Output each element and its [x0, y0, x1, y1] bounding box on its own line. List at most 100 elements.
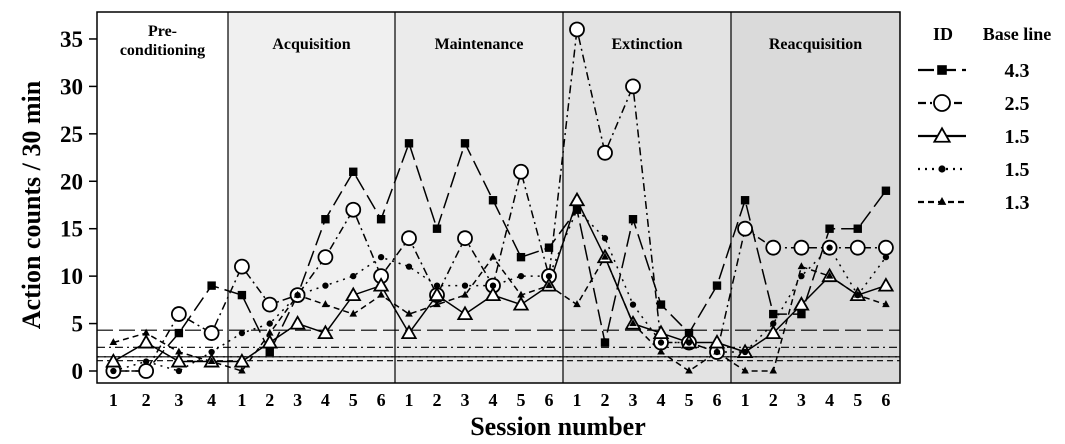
- marker-filled-triangle: [377, 290, 385, 298]
- phase-title: conditioning: [120, 42, 205, 59]
- series-markers: [105, 21, 895, 379]
- phase-background: [228, 12, 395, 383]
- marker-filled-triangle: [238, 366, 246, 374]
- x-tick-label: 3: [797, 390, 806, 410]
- x-tick-label: 5: [853, 390, 862, 410]
- x-tick-label: 1: [573, 390, 582, 410]
- phase-background: [731, 12, 900, 383]
- marker-filled-triangle: [109, 338, 118, 346]
- marker-open-circle: [878, 239, 894, 256]
- marker-filled-triangle: [629, 319, 637, 327]
- x-tick-label: 4: [657, 390, 666, 410]
- y-tick-label: 25: [60, 122, 83, 147]
- marker-open-circle: [737, 220, 753, 237]
- marker-filled-triangle: [321, 300, 330, 308]
- marker-square: [684, 328, 694, 338]
- marker-filled-triangle: [349, 309, 358, 317]
- marker-filled-triangle: [657, 347, 665, 355]
- marker-square: [321, 215, 330, 224]
- marker-filled-triangle: [882, 300, 890, 308]
- series-line: [113, 29, 886, 372]
- marker-square: [460, 139, 470, 148]
- phase-background: [563, 12, 731, 383]
- marker-filled-circle: [208, 348, 215, 356]
- marker-filled-circle: [741, 348, 749, 356]
- marker-open-triangle: [137, 334, 155, 349]
- x-axis-label: Session number: [470, 412, 646, 441]
- marker-open-triangle: [708, 334, 726, 349]
- marker-open-triangle: [372, 277, 390, 292]
- marker-open-triangle: [261, 334, 279, 349]
- marker-square: [712, 281, 722, 290]
- marker-square: [628, 215, 638, 224]
- series-lines: [113, 29, 887, 372]
- marker-open-triangle: [877, 277, 895, 292]
- phase-background: [97, 12, 228, 383]
- marker-filled-circle: [489, 282, 497, 289]
- marker-open-circle: [597, 144, 613, 161]
- marker-filled-circle: [601, 235, 609, 242]
- marker-filled-circle: [629, 301, 637, 308]
- marker-open-triangle: [568, 191, 586, 207]
- marker-filled-triangle: [433, 300, 441, 308]
- legend-baseline-value: 1.3: [1005, 192, 1030, 214]
- marker-square: [600, 338, 610, 347]
- marker-filled-circle: [826, 244, 833, 251]
- x-tick-label: 5: [517, 390, 526, 410]
- marker-square: [432, 224, 442, 233]
- phase-title: Reacquisition: [769, 36, 862, 53]
- legend-baseline-value: 1.5: [1005, 126, 1030, 148]
- x-tick-label: 5: [685, 390, 694, 410]
- marker-filled-triangle: [489, 252, 497, 260]
- marker-filled-triangle: [937, 196, 947, 205]
- phase-background: [395, 12, 563, 383]
- x-tick-label: 2: [265, 390, 274, 410]
- phase-title: Acquisition: [272, 36, 350, 53]
- marker-square: [825, 224, 834, 233]
- phase-title: Extinction: [611, 36, 682, 53]
- x-tick-label: 4: [321, 390, 330, 410]
- marker-filled-circle: [685, 339, 693, 346]
- x-tick-label: 6: [713, 390, 722, 410]
- marker-square: [853, 224, 862, 233]
- marker-filled-circle: [142, 358, 150, 365]
- marker-open-circle: [261, 296, 278, 313]
- legend-baseline-value: 4.3: [1005, 60, 1030, 82]
- marker-open-triangle: [400, 324, 418, 339]
- x-tick-label: 4: [489, 390, 498, 410]
- marker-filled-triangle: [175, 347, 183, 355]
- marker-filled-circle: [938, 165, 946, 173]
- marker-open-triangle: [652, 324, 670, 339]
- marker-open-triangle: [233, 352, 251, 368]
- marker-open-triangle: [764, 324, 782, 339]
- marker-open-circle: [933, 94, 951, 112]
- y-tick-label: 15: [60, 217, 83, 242]
- marker-square: [544, 243, 554, 252]
- marker-filled-triangle: [741, 366, 749, 374]
- x-tick-label: 2: [601, 390, 610, 410]
- marker-open-circle: [765, 239, 782, 256]
- x-tick-label: 2: [769, 390, 778, 410]
- marker-filled-circle: [517, 272, 525, 280]
- marker-square: [488, 196, 498, 205]
- marker-open-triangle: [793, 296, 810, 311]
- marker-square: [404, 139, 414, 148]
- marker-open-triangle: [289, 315, 306, 330]
- marker-filled-triangle: [853, 290, 862, 298]
- x-tick-label: 4: [207, 390, 216, 410]
- marker-open-triangle: [105, 352, 122, 368]
- x-tick-label: 1: [109, 390, 118, 410]
- marker-open-triangle: [344, 286, 362, 302]
- marker-filled-circle: [573, 206, 581, 213]
- series-line: [113, 255, 887, 372]
- marker-filled-triangle: [825, 271, 834, 279]
- marker-filled-circle: [377, 254, 385, 261]
- y-tick-label: 5: [72, 312, 84, 337]
- marker-square: [516, 252, 526, 262]
- marker-filled-triangle: [685, 366, 693, 374]
- x-tick-label: 3: [293, 390, 302, 410]
- marker-filled-triangle: [293, 290, 302, 298]
- legend-baseline-value: 1.5: [1005, 159, 1030, 181]
- marker-square: [265, 347, 274, 357]
